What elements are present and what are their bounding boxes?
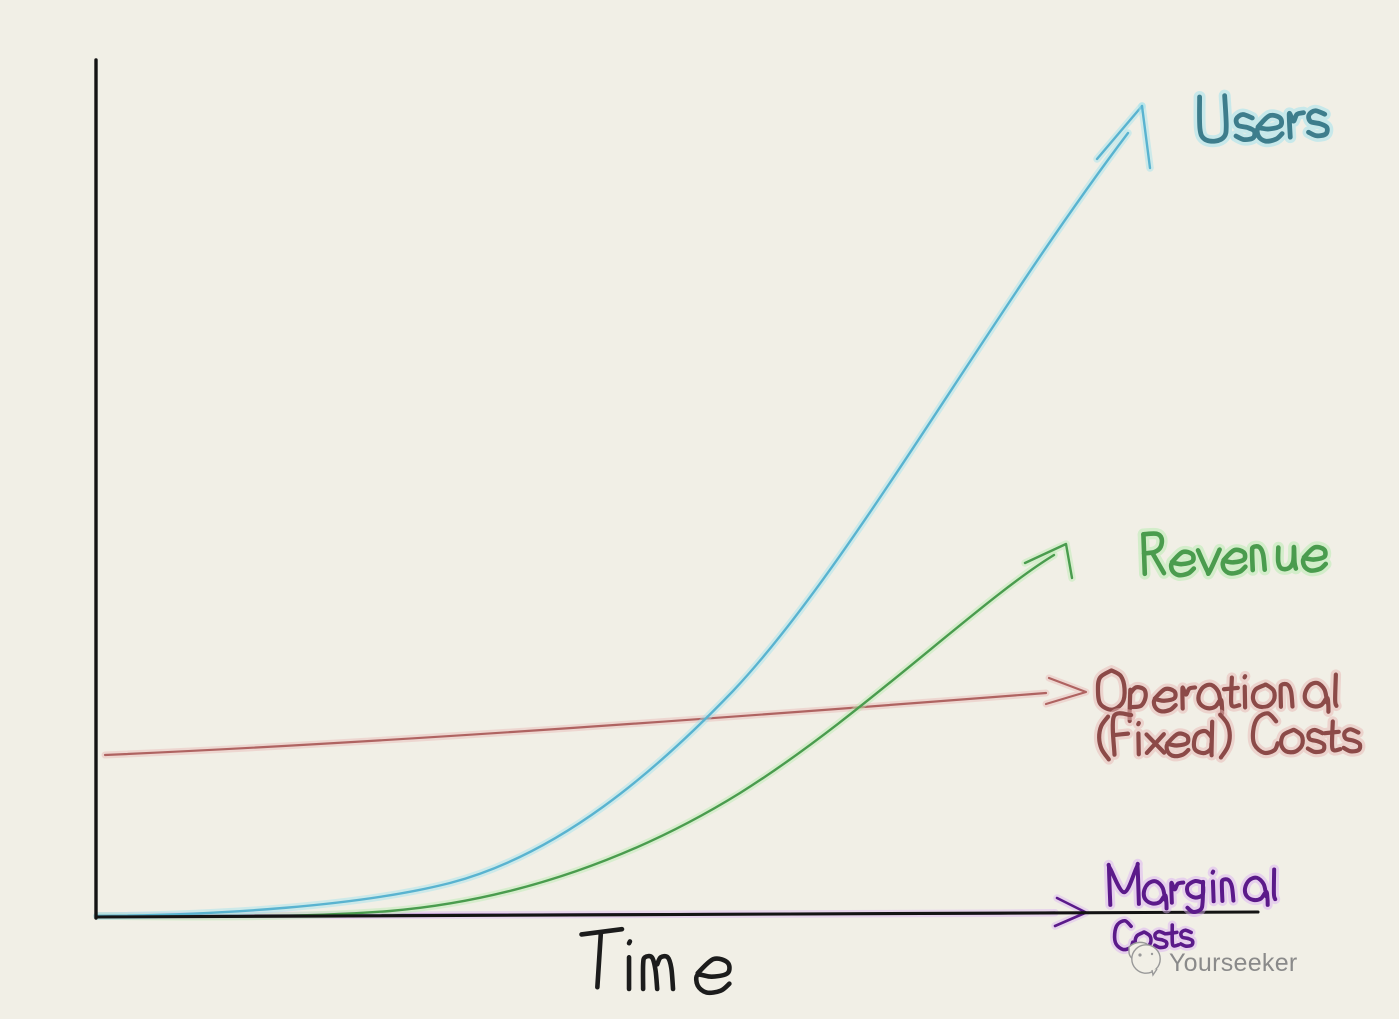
svg-text:Yourseeker: Yourseeker <box>1169 949 1298 977</box>
